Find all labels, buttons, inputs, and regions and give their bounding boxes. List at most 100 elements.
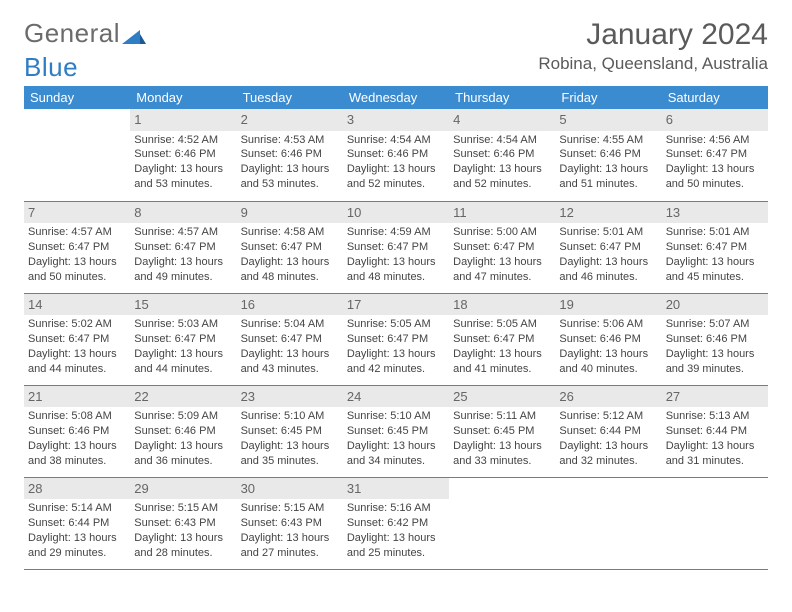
calendar-row: 7Sunrise: 4:57 AMSunset: 6:47 PMDaylight…: [24, 201, 768, 293]
calendar-cell: 6Sunrise: 4:56 AMSunset: 6:47 PMDaylight…: [662, 109, 768, 201]
calendar-cell: 23Sunrise: 5:10 AMSunset: 6:45 PMDayligh…: [237, 385, 343, 477]
day-details: Sunrise: 4:56 AMSunset: 6:47 PMDaylight:…: [666, 133, 764, 192]
day-number: 25: [449, 386, 555, 408]
day-number: 14: [24, 294, 130, 316]
calendar-cell: 2Sunrise: 4:53 AMSunset: 6:46 PMDaylight…: [237, 109, 343, 201]
day-details: Sunrise: 5:01 AMSunset: 6:47 PMDaylight:…: [666, 225, 764, 284]
calendar-table: Sunday Monday Tuesday Wednesday Thursday…: [24, 86, 768, 570]
calendar-cell: 29Sunrise: 5:15 AMSunset: 6:43 PMDayligh…: [130, 477, 236, 569]
day-details: Sunrise: 5:13 AMSunset: 6:44 PMDaylight:…: [666, 409, 764, 468]
day-number: 20: [662, 294, 768, 316]
calendar-row: 21Sunrise: 5:08 AMSunset: 6:46 PMDayligh…: [24, 385, 768, 477]
day-details: Sunrise: 5:10 AMSunset: 6:45 PMDaylight:…: [347, 409, 445, 468]
day-details: Sunrise: 5:06 AMSunset: 6:46 PMDaylight:…: [559, 317, 657, 376]
logo: General: [24, 18, 146, 49]
day-number: 30: [237, 478, 343, 500]
calendar-cell: [555, 477, 661, 569]
calendar-row: 28Sunrise: 5:14 AMSunset: 6:44 PMDayligh…: [24, 477, 768, 569]
day-number: 27: [662, 386, 768, 408]
day-number: 24: [343, 386, 449, 408]
calendar-cell: 28Sunrise: 5:14 AMSunset: 6:44 PMDayligh…: [24, 477, 130, 569]
day-number: 31: [343, 478, 449, 500]
day-details: Sunrise: 5:16 AMSunset: 6:42 PMDaylight:…: [347, 501, 445, 560]
day-number: 11: [449, 202, 555, 224]
day-number: 5: [555, 109, 661, 131]
day-details: Sunrise: 4:59 AMSunset: 6:47 PMDaylight:…: [347, 225, 445, 284]
day-number: 2: [237, 109, 343, 131]
calendar-cell: 18Sunrise: 5:05 AMSunset: 6:47 PMDayligh…: [449, 293, 555, 385]
calendar-cell: 25Sunrise: 5:11 AMSunset: 6:45 PMDayligh…: [449, 385, 555, 477]
day-number: 22: [130, 386, 236, 408]
calendar-cell: 22Sunrise: 5:09 AMSunset: 6:46 PMDayligh…: [130, 385, 236, 477]
calendar-row: 14Sunrise: 5:02 AMSunset: 6:47 PMDayligh…: [24, 293, 768, 385]
calendar-cell: [662, 477, 768, 569]
weekday-header: Wednesday: [343, 86, 449, 109]
weekday-header: Friday: [555, 86, 661, 109]
weekday-header: Saturday: [662, 86, 768, 109]
calendar-cell: 10Sunrise: 4:59 AMSunset: 6:47 PMDayligh…: [343, 201, 449, 293]
calendar-row: 1Sunrise: 4:52 AMSunset: 6:46 PMDaylight…: [24, 109, 768, 201]
day-details: Sunrise: 4:58 AMSunset: 6:47 PMDaylight:…: [241, 225, 339, 284]
day-details: Sunrise: 5:11 AMSunset: 6:45 PMDaylight:…: [453, 409, 551, 468]
weekday-header: Tuesday: [237, 86, 343, 109]
calendar-cell: 27Sunrise: 5:13 AMSunset: 6:44 PMDayligh…: [662, 385, 768, 477]
day-number: 9: [237, 202, 343, 224]
day-number: 15: [130, 294, 236, 316]
day-details: Sunrise: 5:15 AMSunset: 6:43 PMDaylight:…: [241, 501, 339, 560]
calendar-cell: [449, 477, 555, 569]
calendar-cell: 20Sunrise: 5:07 AMSunset: 6:46 PMDayligh…: [662, 293, 768, 385]
calendar-cell: 26Sunrise: 5:12 AMSunset: 6:44 PMDayligh…: [555, 385, 661, 477]
day-number: 6: [662, 109, 768, 131]
day-number: 18: [449, 294, 555, 316]
day-number: 3: [343, 109, 449, 131]
calendar-cell: 5Sunrise: 4:55 AMSunset: 6:46 PMDaylight…: [555, 109, 661, 201]
day-details: Sunrise: 4:57 AMSunset: 6:47 PMDaylight:…: [28, 225, 126, 284]
day-details: Sunrise: 5:01 AMSunset: 6:47 PMDaylight:…: [559, 225, 657, 284]
day-details: Sunrise: 4:52 AMSunset: 6:46 PMDaylight:…: [134, 133, 232, 192]
day-number: 7: [24, 202, 130, 224]
weekday-header: Sunday: [24, 86, 130, 109]
day-details: Sunrise: 5:00 AMSunset: 6:47 PMDaylight:…: [453, 225, 551, 284]
day-details: Sunrise: 5:03 AMSunset: 6:47 PMDaylight:…: [134, 317, 232, 376]
day-details: Sunrise: 5:02 AMSunset: 6:47 PMDaylight:…: [28, 317, 126, 376]
day-details: Sunrise: 5:15 AMSunset: 6:43 PMDaylight:…: [134, 501, 232, 560]
day-details: Sunrise: 5:14 AMSunset: 6:44 PMDaylight:…: [28, 501, 126, 560]
calendar-cell: 30Sunrise: 5:15 AMSunset: 6:43 PMDayligh…: [237, 477, 343, 569]
day-number: 1: [130, 109, 236, 131]
day-number: 29: [130, 478, 236, 500]
day-number: 28: [24, 478, 130, 500]
day-number: 10: [343, 202, 449, 224]
calendar-cell: 17Sunrise: 5:05 AMSunset: 6:47 PMDayligh…: [343, 293, 449, 385]
day-number: 19: [555, 294, 661, 316]
calendar-cell: 24Sunrise: 5:10 AMSunset: 6:45 PMDayligh…: [343, 385, 449, 477]
calendar-cell: [24, 109, 130, 201]
calendar-cell: 1Sunrise: 4:52 AMSunset: 6:46 PMDaylight…: [130, 109, 236, 201]
calendar-cell: 9Sunrise: 4:58 AMSunset: 6:47 PMDaylight…: [237, 201, 343, 293]
day-details: Sunrise: 4:55 AMSunset: 6:46 PMDaylight:…: [559, 133, 657, 192]
calendar-cell: 15Sunrise: 5:03 AMSunset: 6:47 PMDayligh…: [130, 293, 236, 385]
calendar-cell: 31Sunrise: 5:16 AMSunset: 6:42 PMDayligh…: [343, 477, 449, 569]
logo-text-b: Blue: [24, 52, 78, 83]
day-details: Sunrise: 5:09 AMSunset: 6:46 PMDaylight:…: [134, 409, 232, 468]
weekday-header-row: Sunday Monday Tuesday Wednesday Thursday…: [24, 86, 768, 109]
day-details: Sunrise: 4:57 AMSunset: 6:47 PMDaylight:…: [134, 225, 232, 284]
calendar-cell: 11Sunrise: 5:00 AMSunset: 6:47 PMDayligh…: [449, 201, 555, 293]
logo-mark-icon: [122, 24, 146, 44]
day-number: 13: [662, 202, 768, 224]
calendar-cell: 19Sunrise: 5:06 AMSunset: 6:46 PMDayligh…: [555, 293, 661, 385]
calendar-cell: 13Sunrise: 5:01 AMSunset: 6:47 PMDayligh…: [662, 201, 768, 293]
calendar-cell: 7Sunrise: 4:57 AMSunset: 6:47 PMDaylight…: [24, 201, 130, 293]
day-number: 16: [237, 294, 343, 316]
day-details: Sunrise: 4:53 AMSunset: 6:46 PMDaylight:…: [241, 133, 339, 192]
day-number: 8: [130, 202, 236, 224]
day-number: 21: [24, 386, 130, 408]
weekday-header: Monday: [130, 86, 236, 109]
calendar-cell: 21Sunrise: 5:08 AMSunset: 6:46 PMDayligh…: [24, 385, 130, 477]
page-title: January 2024: [538, 18, 768, 52]
calendar-cell: 3Sunrise: 4:54 AMSunset: 6:46 PMDaylight…: [343, 109, 449, 201]
day-number: 26: [555, 386, 661, 408]
day-details: Sunrise: 4:54 AMSunset: 6:46 PMDaylight:…: [453, 133, 551, 192]
day-details: Sunrise: 5:12 AMSunset: 6:44 PMDaylight:…: [559, 409, 657, 468]
calendar-cell: 8Sunrise: 4:57 AMSunset: 6:47 PMDaylight…: [130, 201, 236, 293]
day-details: Sunrise: 5:05 AMSunset: 6:47 PMDaylight:…: [453, 317, 551, 376]
